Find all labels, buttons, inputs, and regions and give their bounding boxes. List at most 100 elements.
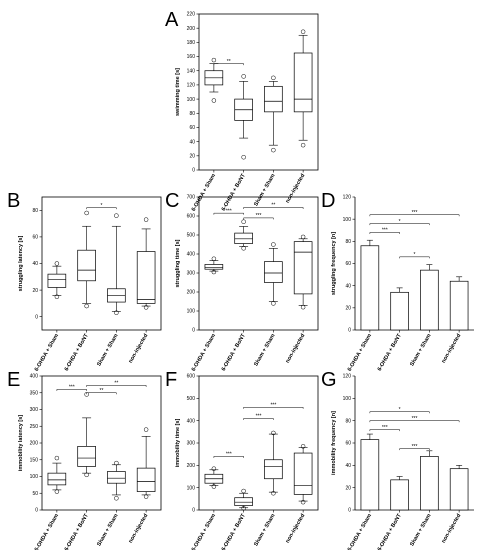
y-tick-label: 0 — [192, 328, 195, 334]
y-tick-label: 500 — [187, 396, 196, 402]
box-1 — [47, 455, 67, 494]
bar — [420, 456, 439, 511]
y-tick-label: 40 — [345, 463, 351, 469]
box-iqr — [47, 273, 67, 288]
y-tick-label: 100 — [30, 474, 39, 480]
bar — [360, 439, 380, 511]
y-axis-title: immobility frequency [n] — [331, 411, 337, 475]
box-1 — [204, 466, 224, 489]
plot-frame — [198, 13, 319, 171]
outlier-point — [271, 75, 276, 81]
outlier-point — [300, 499, 306, 505]
y-tick-label: 0 — [192, 508, 195, 514]
y-tick-label: 50 — [32, 491, 38, 497]
box-3 — [107, 213, 126, 315]
outlier-point — [211, 57, 217, 63]
panel-letter: G — [321, 369, 337, 391]
y-tick-label: 120 — [343, 195, 352, 201]
y-axis-title: struggling frequency [n] — [331, 232, 337, 295]
outlier-point — [300, 29, 306, 34]
y-tick-label: 0 — [35, 314, 38, 320]
x-tick-label: 6-OHDA + Sham — [34, 513, 60, 550]
box-iqr — [264, 459, 283, 480]
significance-label: *** — [226, 452, 232, 458]
outlier-point — [143, 427, 149, 432]
x-tick-label: Sham + Sham — [253, 513, 276, 547]
box-iqr — [293, 452, 313, 495]
panel-letter: D — [321, 190, 335, 212]
outlier-point — [143, 217, 149, 222]
outlier-point — [241, 74, 246, 79]
y-tick-label: 600 — [187, 374, 196, 380]
outlier-point — [271, 491, 276, 496]
y-tick-label: 200 — [187, 26, 196, 32]
panel-f: 0 100 200 300 400 500 600 immobility time [s] F 6… — [165, 369, 319, 550]
y-tick-label: 120 — [187, 83, 196, 89]
outlier-point — [241, 488, 246, 494]
x-tick-label: Sham + Sham — [409, 333, 432, 367]
outlier-point — [271, 242, 276, 247]
significance-label: * — [101, 203, 103, 209]
outlier-point — [84, 392, 89, 397]
box-iqr — [264, 85, 283, 113]
y-tick-label: 100 — [187, 97, 196, 103]
bar — [390, 479, 409, 511]
significance-label: *** — [256, 213, 262, 219]
outlier-point — [300, 304, 306, 310]
outlier-point — [54, 294, 60, 299]
x-tick-label: non-injected — [285, 513, 307, 544]
outlier-point — [271, 430, 276, 436]
y-tick-label: 0 — [35, 508, 38, 514]
x-tick-label: 6-OHDA + Sham — [191, 333, 217, 373]
box-2 — [77, 392, 96, 478]
outlier-point — [54, 455, 60, 461]
y-tick-label: 40 — [32, 261, 38, 267]
y-tick-label: 200 — [187, 463, 196, 469]
significance-label: * — [399, 219, 401, 225]
y-tick-label: 60 — [345, 441, 351, 447]
y-tick-label: 350 — [30, 390, 39, 396]
significance-label: ** — [100, 388, 104, 394]
y-tick-label: 0 — [348, 508, 351, 514]
y-tick-label: 20 — [32, 288, 38, 294]
box-iqr — [136, 467, 156, 492]
outlier-point — [84, 472, 89, 478]
outlier-point — [300, 444, 306, 449]
x-tick-label: non-injected — [441, 513, 463, 544]
y-tick-label: 20 — [345, 485, 351, 491]
y-tick-label: 0 — [192, 168, 195, 174]
significance-label: *** — [256, 414, 262, 420]
significance-label: ** — [114, 381, 118, 387]
box-4 — [293, 29, 313, 148]
y-tick-label: 100 — [187, 485, 196, 491]
y-tick-label: 600 — [187, 214, 196, 220]
outlier-point — [54, 489, 60, 494]
y-tick-label: 300 — [187, 441, 196, 447]
outlier-point — [300, 234, 306, 240]
y-tick-label: 40 — [345, 283, 351, 289]
outlier-point — [114, 460, 119, 466]
bar — [449, 280, 469, 331]
outlier-point — [241, 246, 246, 251]
box-iqr — [77, 249, 96, 282]
outlier-point — [211, 466, 217, 471]
y-tick-label: 80 — [345, 239, 351, 245]
y-tick-label: 200 — [187, 290, 196, 296]
box-iqr — [107, 471, 126, 484]
significance-label: *** — [226, 208, 232, 214]
outlier-point — [114, 310, 119, 315]
box-iqr — [234, 497, 253, 506]
panel-b: 0 20 40 60 80 struggling latency [s] B 6-OHDA +… — [7, 190, 162, 372]
y-axis-title: struggling time [s] — [175, 239, 181, 287]
y-tick-label: 220 — [187, 12, 196, 18]
box-4 — [293, 444, 313, 505]
y-tick-label: 700 — [187, 195, 196, 201]
significance-label: *** — [270, 402, 276, 408]
y-tick-label: 400 — [30, 374, 39, 380]
x-tick-label: non-injected — [285, 173, 307, 204]
box-3 — [264, 242, 283, 306]
y-tick-label: 100 — [187, 309, 196, 315]
x-tick-label: non-injected — [128, 513, 150, 544]
outlier-point — [300, 142, 306, 148]
box-iqr — [47, 472, 67, 486]
